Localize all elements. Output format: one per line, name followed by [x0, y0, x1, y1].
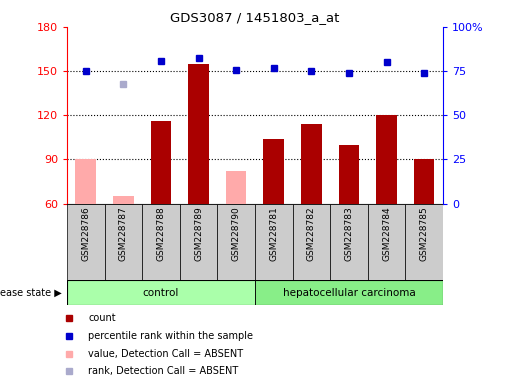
Bar [301, 124, 322, 204]
Text: percentile rank within the sample: percentile rank within the sample [89, 331, 253, 341]
Bar [255, 204, 293, 280]
Bar [338, 145, 359, 204]
Text: GSM228790: GSM228790 [232, 207, 241, 262]
Text: GSM228786: GSM228786 [81, 207, 90, 262]
Bar [188, 64, 209, 204]
Text: GSM228782: GSM228782 [307, 207, 316, 261]
Text: disease state ▶: disease state ▶ [0, 288, 62, 298]
Bar [293, 204, 330, 280]
Text: count: count [89, 313, 116, 323]
Text: GSM228785: GSM228785 [420, 207, 428, 262]
Text: value, Detection Call = ABSENT: value, Detection Call = ABSENT [89, 349, 244, 359]
Bar [414, 159, 435, 204]
Bar [67, 204, 105, 280]
Bar [217, 204, 255, 280]
Bar [105, 204, 142, 280]
Text: control: control [143, 288, 179, 298]
Bar [255, 280, 443, 305]
Text: GSM228789: GSM228789 [194, 207, 203, 262]
Bar [67, 280, 255, 305]
Bar [226, 171, 247, 204]
Bar [113, 196, 134, 204]
Text: rank, Detection Call = ABSENT: rank, Detection Call = ABSENT [89, 366, 238, 376]
Bar [330, 204, 368, 280]
Bar [180, 204, 217, 280]
Bar [405, 204, 443, 280]
Bar [376, 115, 397, 204]
Text: hepatocellular carcinoma: hepatocellular carcinoma [283, 288, 415, 298]
Bar [263, 139, 284, 204]
Text: GSM228781: GSM228781 [269, 207, 278, 262]
Text: GSM228784: GSM228784 [382, 207, 391, 261]
Text: GSM228783: GSM228783 [345, 207, 353, 262]
Bar [368, 204, 405, 280]
Text: GSM228788: GSM228788 [157, 207, 165, 262]
Bar [150, 121, 171, 204]
Bar [75, 159, 96, 204]
Title: GDS3087 / 1451803_a_at: GDS3087 / 1451803_a_at [170, 11, 339, 24]
Text: GSM228787: GSM228787 [119, 207, 128, 262]
Bar [142, 204, 180, 280]
